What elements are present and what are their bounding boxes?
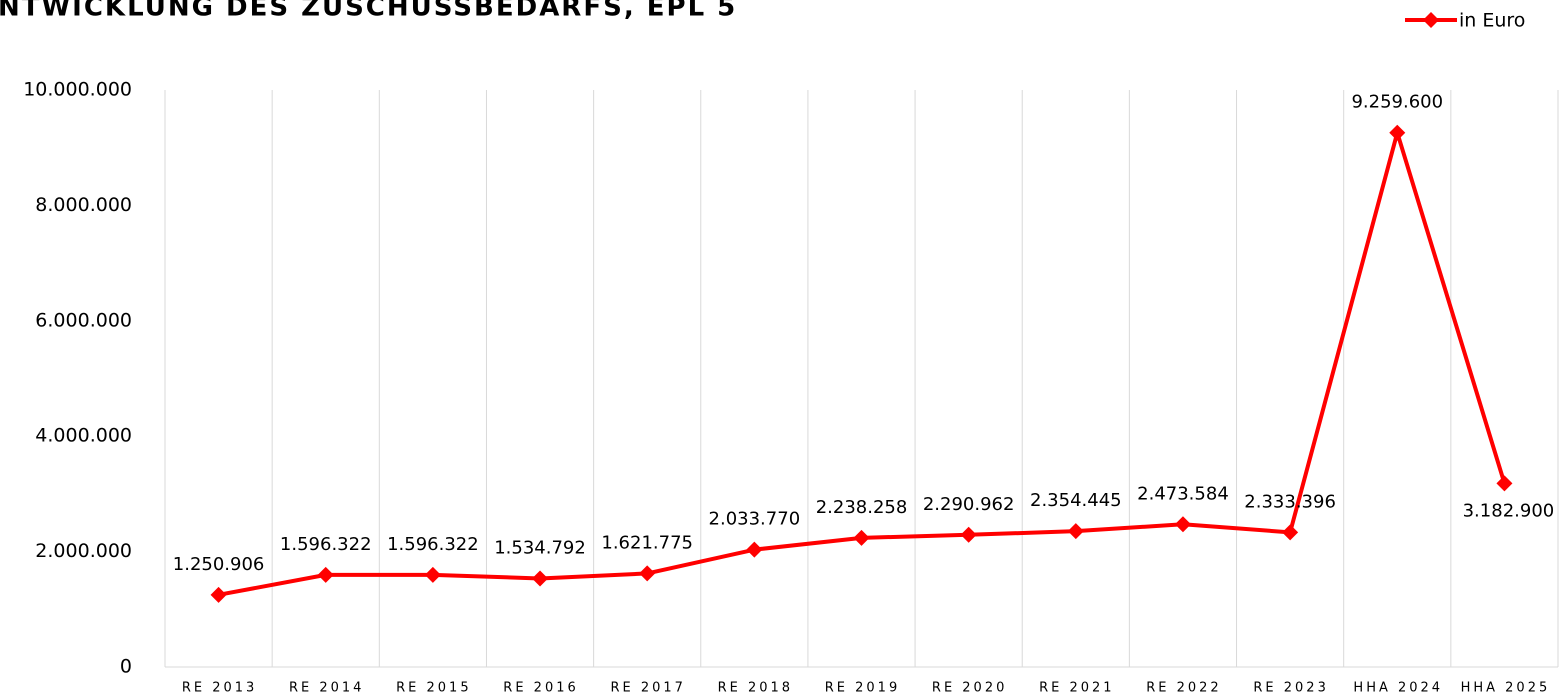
y-tick-label: 8.000.000	[35, 194, 132, 216]
marker	[1067, 523, 1084, 540]
x-tick-label: RE 2015	[396, 681, 471, 696]
marker	[746, 541, 763, 558]
marker	[317, 566, 334, 583]
data-label: 3.182.900	[1463, 500, 1555, 521]
data-label: 2.354.445	[1030, 490, 1122, 511]
x-tick-label: RE 2022	[1146, 681, 1221, 696]
data-label: 2.290.962	[923, 494, 1015, 515]
x-tick-label: HHA 2025	[1461, 681, 1551, 696]
marker	[639, 565, 656, 582]
y-tick-label: 10.000.000	[23, 79, 132, 101]
x-tick-label: RE 2014	[289, 681, 364, 696]
marker	[424, 566, 441, 583]
x-tick-label: RE 2021	[1039, 681, 1114, 696]
chart-title: NTWICKLUNG DES ZUSCHUSSBEDARFS, EPL 5	[0, 0, 737, 23]
x-tick-label: RE 2017	[610, 681, 685, 696]
marker	[1282, 524, 1299, 541]
marker	[210, 586, 227, 603]
x-tick-label: RE 2019	[825, 681, 900, 696]
legend-label: in Euro	[1459, 10, 1525, 32]
data-label: 2.473.584	[1137, 483, 1229, 504]
x-tick-label: RE 2023	[1253, 681, 1328, 696]
data-label: 2.238.258	[816, 497, 908, 518]
x-tick-label: RE 2020	[932, 681, 1007, 696]
y-tick-label: 4.000.000	[35, 425, 132, 447]
x-tick-label: RE 2018	[718, 681, 793, 696]
y-tick-label: 0	[120, 656, 132, 678]
data-label: 9.259.600	[1351, 92, 1443, 113]
data-label: 2.333.396	[1244, 491, 1336, 512]
legend-marker	[1423, 12, 1439, 28]
x-tick-label: RE 2013	[182, 681, 257, 696]
line	[218, 130, 1507, 597]
data-label: 1.250.906	[173, 554, 265, 575]
data-label: 1.534.792	[494, 537, 586, 558]
y-tick-label: 2.000.000	[35, 540, 132, 562]
marker	[532, 570, 549, 587]
data-label: 1.596.322	[280, 534, 372, 555]
marker	[1174, 516, 1191, 533]
marker	[1496, 475, 1513, 492]
data-label: 1.596.322	[387, 534, 479, 555]
x-tick-label: HHA 2024	[1353, 681, 1443, 696]
marker	[960, 526, 977, 543]
x-tick-label: RE 2016	[503, 681, 578, 696]
data-label: 2.033.770	[709, 509, 801, 530]
y-tick-label: 6.000.000	[35, 309, 132, 331]
data-label: 1.621.775	[601, 532, 693, 553]
marker	[1389, 124, 1406, 141]
marker	[853, 529, 870, 546]
